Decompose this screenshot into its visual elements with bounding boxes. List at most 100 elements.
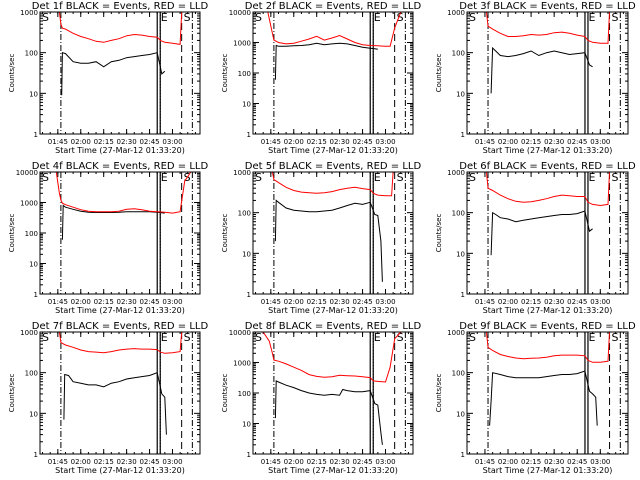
x-tick-label: 02:15 (94, 298, 114, 306)
y-tick-label: 1 (461, 291, 465, 299)
panel-det-2: Det 2f BLACK = Events, RED = LLD 1 10 100 10… (221, 1, 421, 155)
y-tick-label: 1 (247, 451, 251, 459)
panel-det-5: Det 5f BLACK = Events, RED = LLD 1 10 100 10… (221, 161, 421, 315)
plot-frame (39, 171, 201, 295)
x-tick-label: 02:15 (521, 458, 541, 466)
plot-frame (252, 11, 414, 135)
panel-det-3: Det 3f BLACK = Events, RED = LLD 1 10 100 10… (435, 1, 636, 155)
plot-frame (252, 331, 414, 455)
x-axis-label: Start Time (27-Mar-12 01:33:20) (483, 466, 613, 475)
y-tick-label: 1 (34, 451, 38, 459)
series-events (490, 46, 593, 94)
y-tick-label: 1 (247, 291, 251, 299)
marker-label-S: S (42, 171, 49, 184)
y-tick-label: 1 (461, 131, 465, 139)
x-tick-label: 01:45 (261, 458, 281, 466)
x-tick-label: 02:30 (544, 138, 564, 146)
y-tick-label: 10 (29, 90, 38, 98)
y-tick-label: 10 (456, 90, 465, 98)
marker-label-E: E (161, 171, 168, 184)
x-axis-label: Start Time (27-Mar-12 01:33:20) (483, 146, 613, 155)
x-tick-label: 02:30 (117, 298, 137, 306)
y-tick-label: 1 (461, 451, 465, 459)
x-tick-label: 02:15 (307, 458, 327, 466)
x-axis-label: Start Time (27-Mar-12 01:33:20) (268, 466, 398, 475)
marker-label-S: S (612, 171, 619, 184)
x-tick-label: 02:30 (330, 458, 350, 466)
x-tick-label: 01:45 (475, 298, 495, 306)
marker-label-E: E (374, 171, 381, 184)
x-tick-label: 03:00 (590, 298, 610, 306)
x-tick-label: 02:00 (498, 138, 518, 146)
y-tick-label: 10 (29, 410, 38, 418)
y-tick-label: 10 (242, 250, 251, 258)
y-axis-label: Counts/sec (435, 214, 443, 253)
marker-label-S: S (255, 11, 262, 24)
y-tick-label: 10000 (229, 329, 251, 337)
y-tick-label: 1000 (447, 329, 465, 337)
y-tick-label: 100 (25, 50, 38, 58)
y-tick-label: 1 (247, 131, 251, 139)
y-tick-label: 10 (456, 250, 465, 258)
x-tick-label: 02:00 (71, 298, 91, 306)
y-tick-label: 10 (456, 410, 465, 418)
marker-label-E: E (161, 11, 168, 24)
panel-title: Det 6f BLACK = Events, RED = LLD (459, 161, 636, 172)
marker-label-S: S (612, 11, 619, 24)
marker-label-S: S (42, 331, 49, 344)
y-tick-label: 1000 (20, 200, 38, 208)
y-tick-label: 100 (238, 390, 251, 398)
panel-det-4: Det 4f BLACK = Events, RED = LLD 1 10 100 10… (8, 161, 208, 315)
x-tick-label: 02:30 (117, 138, 137, 146)
x-axis-label: Start Time (27-Mar-12 01:33:20) (268, 306, 398, 315)
y-axis-label: Counts/sec (8, 214, 16, 253)
x-tick-label: 01:45 (475, 458, 495, 466)
x-axis-label: Start Time (27-Mar-12 01:33:20) (483, 306, 613, 315)
x-tick-label: 02:15 (307, 298, 327, 306)
x-tick-label: 01:45 (48, 458, 68, 466)
x-tick-label: 02:15 (307, 138, 327, 146)
marker-label-S: S (612, 331, 619, 344)
plot-frame (466, 171, 629, 295)
x-tick-label: 02:15 (94, 138, 114, 146)
y-axis-label: Counts/sec (8, 54, 16, 93)
y-tick-label: 10000 (229, 9, 251, 17)
x-tick-label: 03:00 (375, 458, 395, 466)
x-tick-label: 02:45 (139, 458, 159, 466)
marker-label-E: E (588, 331, 595, 344)
y-tick-label: 100 (452, 50, 465, 58)
marker-label-S: S (255, 331, 262, 344)
y-tick-label: 100 (452, 370, 465, 378)
y-tick-label: 100 (238, 70, 251, 78)
x-axis-label: Start Time (27-Mar-12 01:33:20) (268, 146, 398, 155)
y-tick-label: 1000 (20, 329, 38, 337)
panel-det-6: Det 6f BLACK = Events, RED = LLD 1 10 100 10… (435, 161, 636, 315)
x-tick-label: 02:00 (284, 138, 304, 146)
marker-label-E: E (374, 331, 381, 344)
y-tick-label: 10 (242, 101, 251, 109)
plot-frame (39, 11, 201, 135)
series-events (274, 199, 383, 282)
x-tick-label: 02:45 (567, 138, 587, 146)
marker-label-E: E (588, 171, 595, 184)
panel-title: Det 3f BLACK = Events, RED = LLD (459, 1, 636, 12)
panel-title: Det 8f BLACK = Events, RED = LLD (245, 321, 422, 332)
y-tick-label: 10 (29, 261, 38, 269)
x-tick-label: 02:45 (352, 138, 372, 146)
x-tick-label: 01:45 (475, 138, 495, 146)
y-tick-label: 1000 (233, 40, 251, 48)
x-tick-label: 03:00 (375, 138, 395, 146)
x-tick-label: 02:30 (544, 458, 564, 466)
x-tick-label: 02:45 (139, 298, 159, 306)
x-tick-label: 02:45 (567, 298, 587, 306)
y-tick-label: 1 (34, 291, 38, 299)
series-lld (486, 12, 610, 44)
x-tick-label: 01:45 (48, 138, 68, 146)
series-lld (486, 172, 610, 207)
series-events (274, 42, 378, 80)
marker-label-S: S (469, 171, 476, 184)
plot-frame (466, 331, 629, 455)
x-tick-label: 02:15 (521, 298, 541, 306)
y-tick-label: 1000 (447, 169, 465, 177)
y-axis-label: Counts/sec (221, 214, 229, 253)
